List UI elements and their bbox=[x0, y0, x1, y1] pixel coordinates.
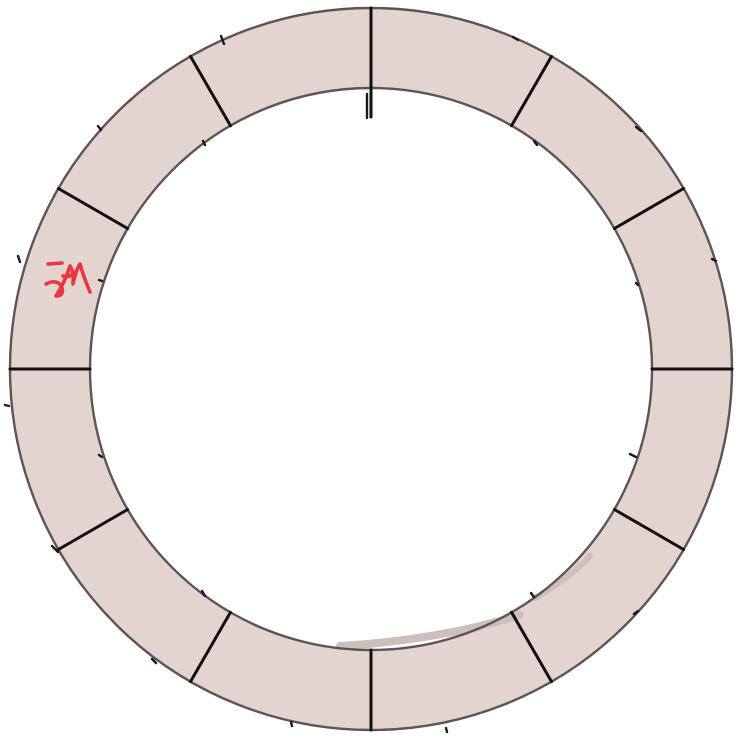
tick-mark bbox=[634, 125, 643, 133]
tick-mark bbox=[150, 657, 158, 665]
tick-mark bbox=[50, 544, 60, 554]
tick-mark bbox=[97, 278, 104, 283]
tick-mark bbox=[628, 452, 638, 459]
scribble-hook bbox=[61, 270, 76, 279]
segment-divider bbox=[510, 610, 553, 684]
segment-divider bbox=[612, 187, 686, 230]
tick-mark bbox=[529, 591, 536, 599]
tick-mark bbox=[710, 257, 718, 263]
segment-divider bbox=[56, 187, 130, 230]
scribble-squiggle bbox=[44, 262, 92, 298]
segment-divider bbox=[612, 508, 686, 551]
scribble-dash bbox=[46, 261, 64, 266]
segment-divider bbox=[189, 54, 232, 128]
red-scribble-annotation bbox=[44, 261, 92, 298]
segment-divider bbox=[189, 610, 232, 684]
smudge-mark-bottom bbox=[336, 611, 524, 650]
tick-mark bbox=[96, 124, 103, 132]
tick-mark bbox=[16, 254, 22, 264]
tick-mark bbox=[219, 34, 226, 46]
tick-mark bbox=[632, 609, 640, 616]
segment-divider bbox=[510, 54, 553, 128]
tick-mark bbox=[201, 139, 207, 147]
segment-divider bbox=[56, 508, 130, 551]
smudge-mark-lower-right bbox=[532, 553, 593, 601]
segment-dividers bbox=[8, 6, 734, 732]
tick-mark bbox=[97, 453, 104, 459]
tick-mark bbox=[289, 720, 294, 728]
tick-mark bbox=[3, 403, 11, 408]
tick-mark bbox=[200, 589, 207, 598]
tick-mark bbox=[634, 281, 640, 287]
inner-circle bbox=[88, 86, 654, 652]
tick-mark bbox=[532, 139, 539, 147]
tick-mark bbox=[444, 726, 449, 734]
tick-mark bbox=[511, 35, 520, 42]
tick-marks bbox=[3, 34, 718, 734]
